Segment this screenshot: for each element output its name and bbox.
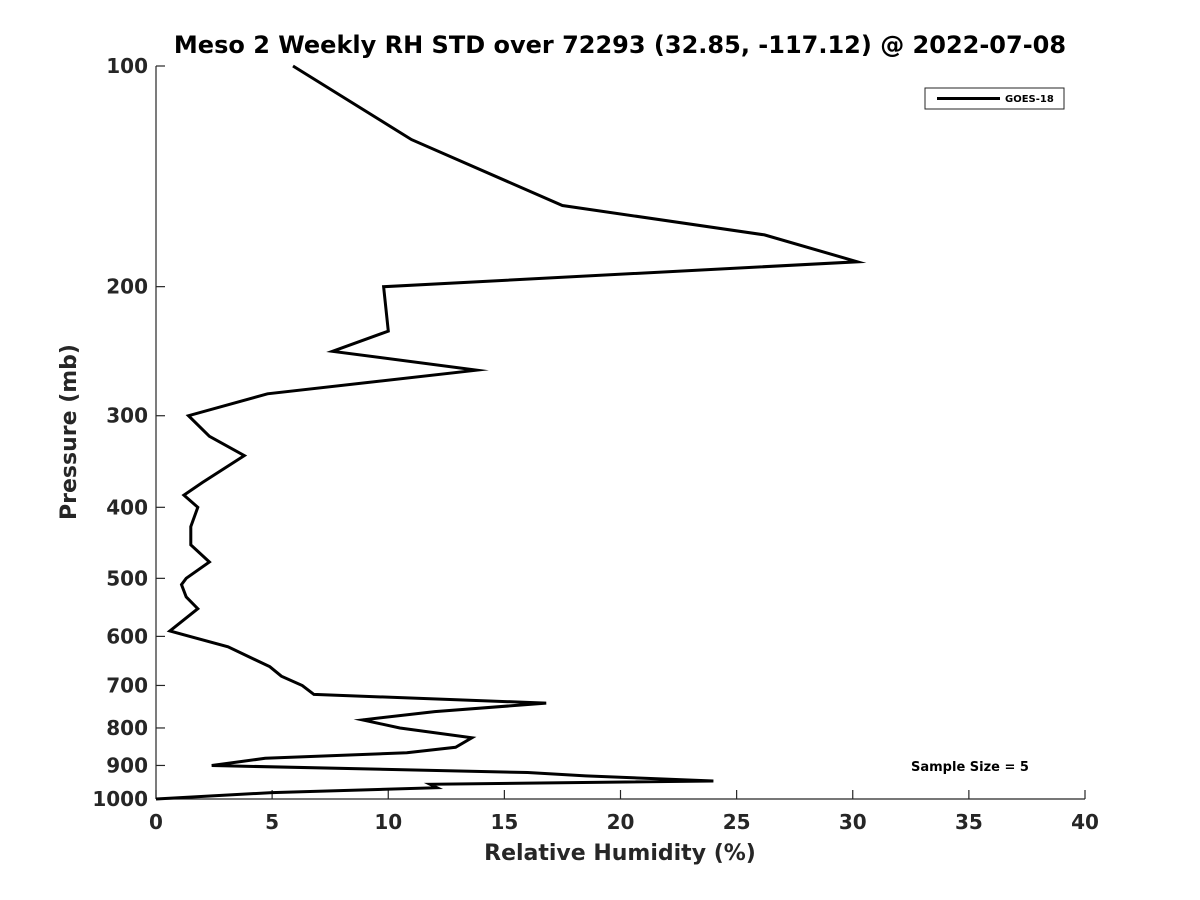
- y-tick-label: 400: [106, 495, 148, 519]
- y-tick-label: 700: [106, 673, 148, 697]
- x-tick-label: 5: [265, 810, 279, 834]
- x-tick-label: 0: [149, 810, 163, 834]
- x-axis-label: Relative Humidity (%): [484, 841, 756, 866]
- y-tick-label: 300: [106, 404, 148, 428]
- x-tick-label: 35: [955, 810, 983, 834]
- x-tick-label: 30: [839, 810, 867, 834]
- y-tick-label: 600: [106, 624, 148, 648]
- y-tick-label: 900: [106, 753, 148, 777]
- y-axis-label: Pressure (mb): [57, 344, 82, 520]
- series-line-goes-18: [155, 64, 867, 801]
- y-tick-label: 1000: [92, 787, 148, 811]
- x-axis-ticks: 0 5 10 15 20 25 30 35 40: [149, 790, 1099, 834]
- y-tick-label: 200: [106, 275, 148, 299]
- x-tick-label: 10: [374, 810, 402, 834]
- plot-area: [156, 66, 1085, 799]
- x-tick-label: 20: [607, 810, 635, 834]
- y-tick-label: 800: [106, 716, 148, 740]
- y-tick-label: 500: [106, 566, 148, 590]
- legend-label-goes-18: GOES-18: [1005, 94, 1054, 105]
- chart-title: Meso 2 Weekly RH STD over 72293 (32.85, …: [174, 31, 1066, 59]
- y-tick-label: 100: [106, 54, 148, 78]
- legend: GOES-18: [924, 87, 1065, 110]
- sample-size-annotation: Sample Size = 5: [911, 760, 1029, 775]
- x-tick-label: 25: [723, 810, 751, 834]
- y-axis-ticks: 100 200 300 400 500 600 700 800 900 1000: [92, 54, 165, 811]
- series-layer: [155, 64, 867, 801]
- x-tick-label: 40: [1071, 810, 1099, 834]
- x-tick-label: 15: [490, 810, 518, 834]
